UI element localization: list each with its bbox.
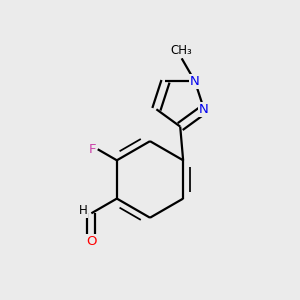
Text: N: N bbox=[190, 75, 200, 88]
Text: N: N bbox=[199, 103, 209, 116]
Text: F: F bbox=[89, 143, 96, 156]
Text: CH₃: CH₃ bbox=[171, 44, 193, 58]
Text: H: H bbox=[79, 204, 88, 218]
Text: O: O bbox=[86, 236, 97, 248]
